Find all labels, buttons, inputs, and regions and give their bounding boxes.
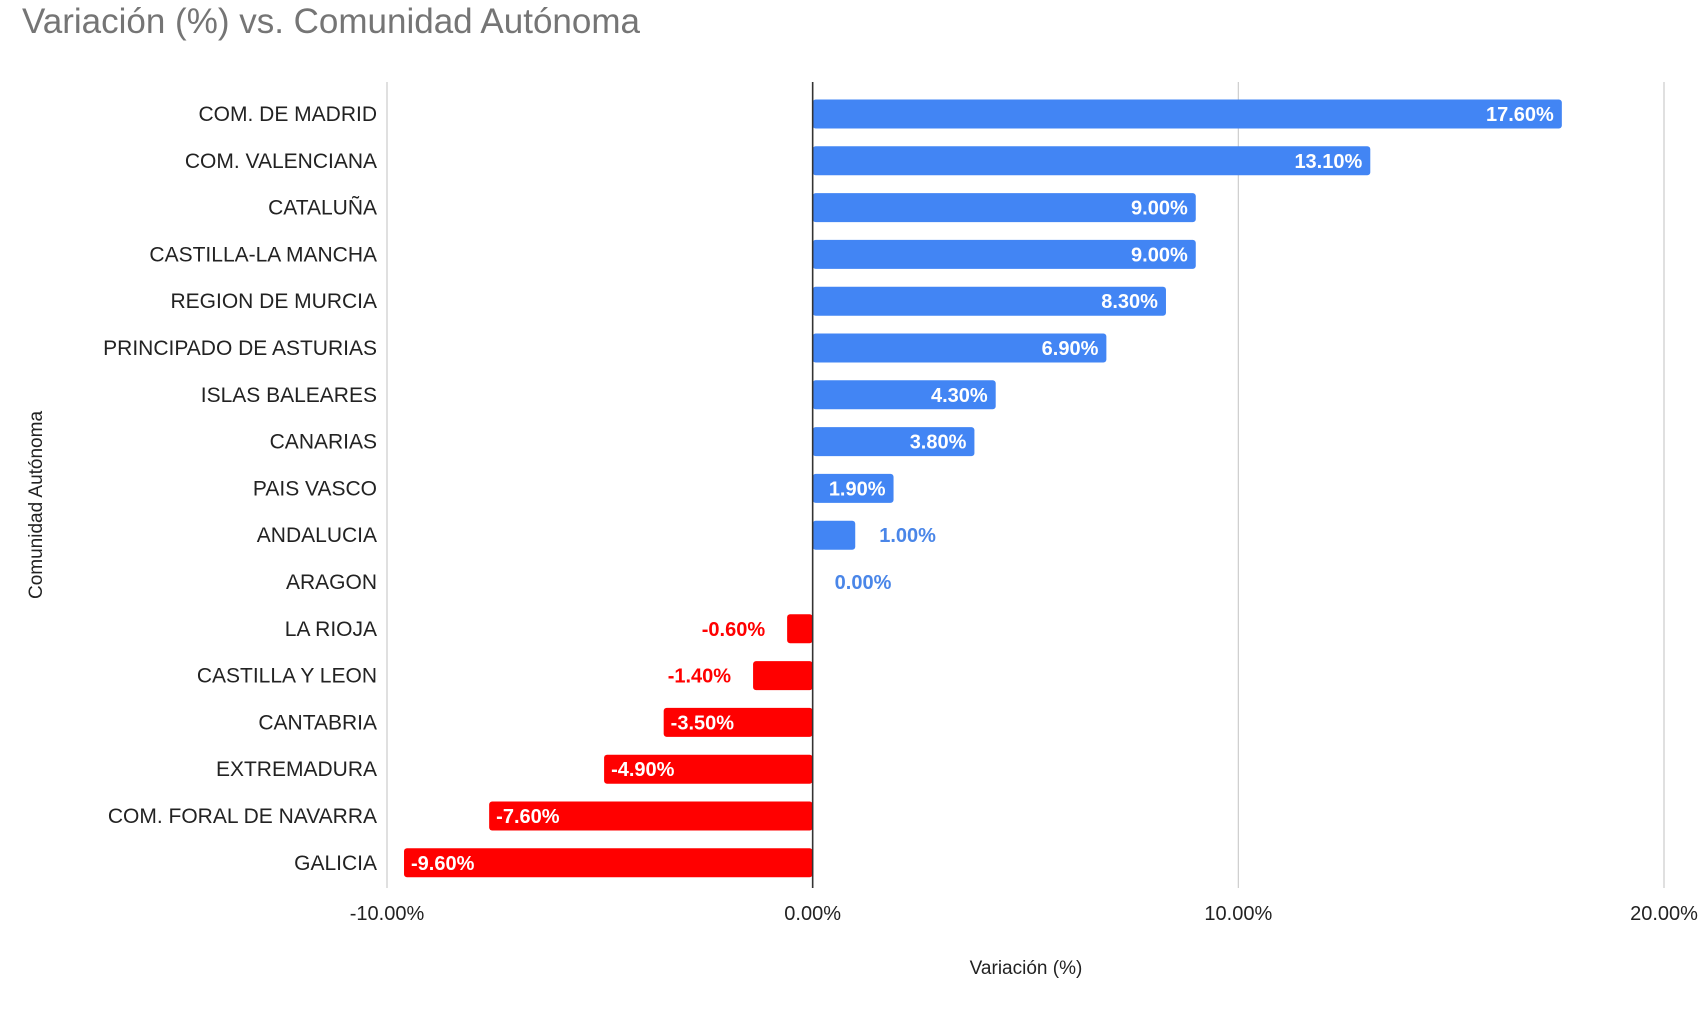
category-label: COM. DE MADRID <box>199 103 378 126</box>
data-label: 13.10% <box>1294 151 1362 173</box>
bar <box>604 754 813 784</box>
category-label: CATALUÑA <box>268 196 377 220</box>
x-tick-label: 10.00% <box>1204 903 1272 925</box>
data-label: 9.00% <box>1131 244 1188 266</box>
data-label: 6.90% <box>1042 338 1099 360</box>
data-label: 9.00% <box>1131 198 1188 220</box>
bar <box>812 286 1166 316</box>
data-label: 8.30% <box>1101 291 1158 313</box>
data-label: -7.60% <box>496 806 560 828</box>
x-axis-title: Variación (%) <box>970 958 1083 979</box>
bar <box>812 473 894 503</box>
data-label: -1.40% <box>668 666 732 688</box>
bar <box>812 427 975 457</box>
category-label: PRINCIPADO DE ASTURIAS <box>103 337 377 360</box>
category-label: REGION DE MURCIA <box>170 290 377 313</box>
bar <box>663 707 813 737</box>
bar <box>489 801 813 831</box>
data-label: 4.30% <box>931 385 988 407</box>
category-labels: COM. DE MADRID COM. VALENCIANA CATALUÑA CAS… <box>103 103 377 875</box>
category-label: CANTABRIA <box>258 711 377 734</box>
data-label: 1.90% <box>829 478 886 500</box>
category-label: COM. VALENCIANA <box>185 150 377 173</box>
data-label: -9.60% <box>411 853 475 875</box>
category-label: EXTREMADURA <box>216 758 377 781</box>
bars <box>404 99 1562 878</box>
bar <box>812 146 1371 176</box>
category-label: ISLAS BALEARES <box>201 384 377 407</box>
x-tick-label: 0.00% <box>784 903 841 925</box>
category-label: CASTILLA-LA MANCHA <box>149 243 377 266</box>
x-tick-label: -10.00% <box>350 903 425 925</box>
bar <box>812 380 996 410</box>
gridlines <box>386 82 1665 888</box>
bar <box>812 520 856 550</box>
category-label: CANARIAS <box>270 431 377 454</box>
category-label: ARAGON <box>286 571 377 594</box>
data-label: 0.00% <box>835 572 892 594</box>
y-axis-title: Comunidad Autónoma <box>26 411 47 599</box>
data-label: 1.00% <box>879 525 936 547</box>
category-label: COM. FORAL DE NAVARRA <box>108 805 377 828</box>
category-label: LA RIOJA <box>285 618 377 641</box>
data-label: -0.60% <box>702 619 766 641</box>
category-label: PAIS VASCO <box>253 477 377 500</box>
category-label: CASTILLA Y LEON <box>197 665 377 688</box>
category-label: ANDALUCIA <box>257 524 377 547</box>
data-label: 17.60% <box>1486 104 1554 126</box>
bar <box>812 333 1107 363</box>
data-label: 3.80% <box>910 432 967 454</box>
bar <box>812 193 1196 223</box>
bar <box>753 661 813 691</box>
bar <box>404 848 813 878</box>
x-tick-labels: -10.00% 0.00% 10.00% 20.00% <box>350 903 1698 925</box>
data-label: -4.90% <box>611 759 675 781</box>
bar <box>812 239 1196 269</box>
bar <box>812 99 1562 129</box>
category-label: GALICIA <box>294 852 377 875</box>
data-label: -3.50% <box>671 712 735 734</box>
data-labels: 17.60% 13.10% 9.00% 9.00% 8.30% 6.90% 4.30% 3.8… <box>411 104 1554 875</box>
bar <box>787 614 813 644</box>
chart-title: Variación (%) vs. Comunidad Autónoma <box>22 2 640 41</box>
x-tick-label: 20.00% <box>1630 903 1698 925</box>
